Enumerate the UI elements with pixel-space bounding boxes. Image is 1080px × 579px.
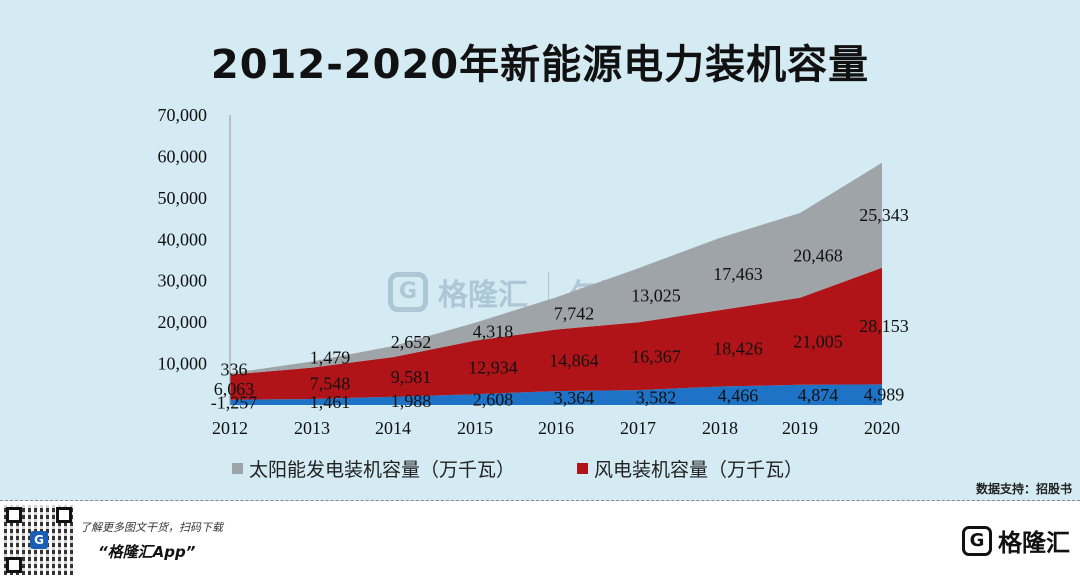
area-series-1 (230, 267, 882, 400)
qr-corner-tl (6, 507, 22, 523)
data-label: 4,318 (473, 322, 514, 342)
data-label: 1,988 (391, 391, 432, 411)
legend-swatch-wind (577, 463, 589, 474)
legend-label-wind: 风电装机容量（万千瓦） (594, 459, 804, 481)
data-label: 25,343 (859, 205, 909, 225)
chart-title: 2012-2020年新能源电力装机容量 (210, 42, 870, 88)
x-tick-label: 2017 (620, 418, 656, 438)
x-tick-label: 2014 (375, 418, 411, 438)
footer-divider (0, 500, 1080, 501)
y-tick-label: 50,000 (158, 188, 208, 208)
legend: 太阳能发电装机容量（万千瓦） 风电装机容量（万千瓦） (232, 455, 803, 482)
y-tick-label: 40,000 (158, 229, 208, 249)
data-label: 12,934 (468, 357, 518, 377)
legend-item-solar: 太阳能发电装机容量（万千瓦） (232, 455, 515, 482)
data-label: 336 (221, 359, 248, 379)
area-series-0 (230, 384, 882, 405)
qr-corner-bl (6, 557, 22, 573)
data-label: 7,548 (310, 373, 351, 393)
x-tick-label: 2012 (212, 418, 248, 438)
data-label: 14,864 (549, 350, 599, 370)
data-label: 1,479 (310, 348, 351, 368)
x-tick-label: 2013 (294, 418, 330, 438)
y-tick-label: 70,000 (158, 105, 208, 125)
data-label: 6,063 (214, 379, 255, 399)
qr-logo-icon: G (30, 531, 48, 549)
x-tick-label: 2020 (864, 418, 900, 438)
data-label: 18,426 (713, 338, 763, 358)
brand-name: 格隆汇 (998, 529, 1070, 557)
data-label: 9,581 (391, 367, 432, 387)
x-tick-label: 2018 (702, 418, 738, 438)
data-label: 4,874 (798, 385, 839, 405)
data-label: 16,367 (631, 346, 681, 366)
data-label: 28,153 (859, 316, 909, 336)
data-label: -1,257 (211, 392, 258, 412)
footer-cta: 了解更多图文干货，扫码下载 (80, 521, 223, 534)
legend-item-wind: 风电装机容量（万千瓦） (577, 455, 803, 482)
footer: G 了解更多图文干货，扫码下载 “格隆汇App” G 格隆汇 (0, 501, 1080, 579)
data-label: 1,461 (310, 392, 351, 412)
data-label: 3,364 (554, 388, 595, 408)
data-label: 20,468 (793, 245, 843, 265)
data-label: 3,582 (636, 388, 677, 408)
data-label: 7,742 (554, 303, 595, 323)
x-tick-label: 2019 (782, 418, 818, 438)
y-tick-label: 10,000 (158, 354, 208, 374)
x-tick-label: 2016 (538, 418, 574, 438)
data-label: 4,466 (718, 386, 759, 406)
area-chart: 10,000 20,000 30,000 40,000 50,000 60,000 70,0… (158, 105, 909, 438)
legend-label-solar: 太阳能发电装机容量（万千瓦） (249, 459, 516, 481)
data-label: 4,989 (864, 385, 905, 405)
data-label: 13,025 (631, 285, 681, 305)
x-tick-label: 2015 (457, 418, 493, 438)
footer-brand[interactable]: G 格隆汇 (962, 523, 1070, 558)
y-tick-label: 60,000 (158, 146, 208, 166)
data-label: 21,005 (793, 331, 843, 351)
y-tick-label: 20,000 (158, 312, 208, 332)
source-note: 数据支持：招股书 (975, 482, 1072, 496)
qr-corner-tr (56, 507, 72, 523)
area-series-2 (230, 162, 882, 375)
y-tick-label: 30,000 (158, 271, 208, 291)
data-label: 2,608 (473, 390, 514, 410)
brand-logo-icon: G (962, 525, 992, 556)
legend-swatch-solar (232, 463, 243, 474)
data-label: 17,463 (713, 264, 763, 284)
data-label: 2,652 (391, 332, 432, 352)
footer-app-name[interactable]: “格隆汇App” (98, 543, 196, 561)
